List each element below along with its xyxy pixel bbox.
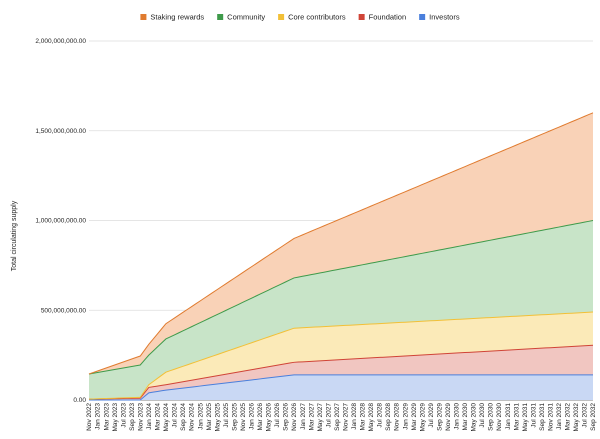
- x-tick-label: Nov 2024: [189, 403, 196, 431]
- x-tick-label: Nov 2029: [445, 403, 452, 431]
- legend-item-staking-rewards[interactable]: Staking rewards: [140, 13, 204, 22]
- x-tick-label: Sep 2026: [283, 403, 290, 431]
- x-tick-label: Jul 2030: [479, 403, 486, 428]
- legend-label: Staking rewards: [150, 13, 204, 22]
- x-tick-label: Nov 2030: [496, 403, 503, 431]
- x-axis: Nov 2022 Jan 2023 Mar 2023 May 2023 Jul 2023…: [86, 403, 597, 432]
- legend: Staking rewards Community Core contributor…: [140, 13, 460, 22]
- x-tick-label: Jul 2027: [325, 403, 332, 428]
- areas: [89, 112, 593, 400]
- x-tick-label: Jul 2025: [223, 403, 230, 428]
- y-tick-label: 1,500,000,000.00: [35, 128, 86, 135]
- x-tick-label: May 2026: [266, 403, 273, 432]
- line-foundation: [88, 344, 594, 400]
- x-tick-label: Mar 2026: [257, 403, 264, 431]
- x-tick-label: Jan 2025: [197, 403, 204, 430]
- line-staking-rewards: [88, 112, 594, 375]
- y-tick-label: 500,000,000.00: [41, 307, 87, 314]
- x-tick-label: Jul 2028: [377, 403, 384, 428]
- x-tick-label: Jan 2031: [505, 403, 512, 430]
- x-tick-label: Nov 2025: [240, 403, 247, 431]
- x-tick-label: May 2032: [573, 403, 580, 432]
- x-tick-label: Jul 2031: [530, 403, 537, 428]
- y-axis: 0.00 500,000,000.00 1,000,000,000.00 1,500,…: [35, 38, 86, 404]
- x-tick-label: Nov 2022: [86, 403, 93, 431]
- x-tick-label: Sep 2028: [385, 403, 392, 431]
- x-tick-label: Nov 2031: [547, 403, 554, 431]
- legend-swatch: [278, 14, 285, 20]
- x-tick-label: Jan 2032: [556, 403, 563, 430]
- x-tick-label: Sep 2024: [180, 403, 187, 431]
- x-tick-label: Mar 2030: [462, 403, 469, 431]
- x-tick-label: Nov 2027: [342, 403, 349, 431]
- x-tick-label: Jul 2024: [172, 403, 179, 428]
- x-tick-label: May 2028: [368, 403, 375, 432]
- line-core-contributors: [88, 311, 594, 400]
- legend-item-community[interactable]: Community: [217, 13, 265, 22]
- x-tick-label: Mar 2029: [411, 403, 418, 431]
- x-tick-label: Sep 2031: [539, 403, 546, 431]
- legend-swatch: [217, 14, 224, 20]
- area-staking-rewards: [89, 112, 593, 374]
- legend-swatch: [140, 14, 147, 20]
- area-foundation: [89, 345, 593, 400]
- x-tick-label: Jan 2030: [454, 403, 461, 430]
- x-tick-label: Jul 2026: [274, 403, 281, 428]
- line-community: [88, 220, 594, 375]
- y-tick-label: 1,000,000,000.00: [35, 218, 86, 225]
- x-tick-label: Jan 2027: [300, 403, 307, 430]
- line-investors: [89, 374, 593, 401]
- x-tick-label: Sep 2032: [590, 403, 597, 431]
- x-tick-label: Jan 2026: [249, 403, 256, 430]
- series-lines: [88, 112, 594, 401]
- area-community: [89, 220, 593, 400]
- y-tick-label: 0.00: [73, 397, 86, 404]
- legend-label: Core contributors: [288, 13, 346, 22]
- x-tick-label: Sep 2027: [334, 403, 341, 431]
- x-tick-label: May 2027: [317, 403, 324, 432]
- area-core-contributors: [89, 312, 593, 400]
- x-tick-label: Mar 2032: [565, 403, 572, 431]
- x-tick-label: Jan 2024: [146, 403, 153, 430]
- x-tick-label: Jan 2029: [402, 403, 409, 430]
- legend-label: Investors: [429, 13, 460, 22]
- legend-item-core-contributors[interactable]: Core contributors: [278, 13, 346, 22]
- x-tick-label: May 2029: [419, 403, 426, 432]
- y-tick-label: 2,000,000,000.00: [35, 38, 86, 45]
- x-tick-label: Jan 2023: [95, 403, 102, 430]
- x-tick-label: Mar 2023: [103, 403, 110, 431]
- legend-swatch: [419, 14, 426, 20]
- x-tick-label: Mar 2031: [513, 403, 520, 431]
- y-axis-title: Total circulating supply: [11, 200, 18, 271]
- x-tick-label: Jul 2032: [582, 403, 589, 428]
- x-tick-label: May 2024: [163, 403, 170, 432]
- legend-item-investors[interactable]: Investors: [419, 13, 460, 22]
- x-tick-label: May 2023: [112, 403, 119, 432]
- legend-swatch: [358, 14, 365, 20]
- x-tick-label: Nov 2028: [394, 403, 401, 431]
- x-tick-label: May 2025: [214, 403, 221, 432]
- x-tick-label: Nov 2023: [137, 403, 144, 431]
- x-tick-label: Mar 2028: [360, 403, 367, 431]
- x-tick-label: Jan 2028: [351, 403, 358, 430]
- x-tick-label: Jul 2029: [428, 403, 435, 428]
- x-tick-label: Sep 2029: [436, 403, 443, 431]
- x-tick-label: Sep 2023: [129, 403, 136, 431]
- x-tick-label: May 2030: [471, 403, 478, 432]
- x-tick-label: Mar 2024: [155, 403, 162, 431]
- x-tick-label: Sep 2030: [488, 403, 495, 431]
- x-tick-label: May 2031: [522, 403, 529, 432]
- x-tick-label: Sep 2025: [231, 403, 238, 431]
- legend-label: Community: [227, 13, 265, 22]
- area-investors: [89, 374, 593, 400]
- legend-item-foundation[interactable]: Foundation: [358, 13, 407, 22]
- legend-label: Foundation: [369, 13, 407, 22]
- x-tick-label: Mar 2027: [308, 403, 315, 431]
- x-tick-label: Mar 2025: [206, 403, 213, 431]
- x-tick-label: Nov 2026: [291, 403, 298, 431]
- x-tick-label: Jul 2023: [120, 403, 127, 428]
